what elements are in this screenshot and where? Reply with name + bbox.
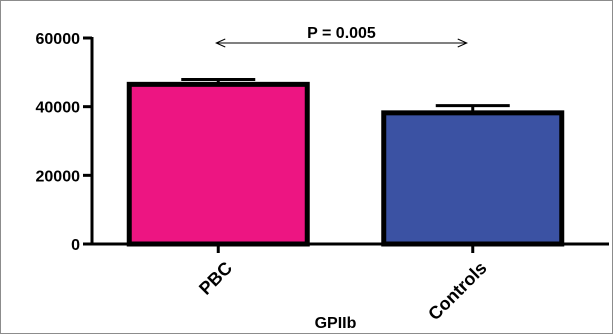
x-category-labels: PBC Controls bbox=[195, 244, 491, 324]
significance-arrowhead-right bbox=[457, 38, 468, 48]
y-tick-label: 40000 bbox=[36, 100, 81, 117]
y-ticks: 0 20000 40000 60000 bbox=[36, 31, 92, 254]
bar-controls bbox=[381, 110, 565, 247]
bar-pbc bbox=[126, 81, 310, 247]
significance-annotation: P = 0.005 bbox=[215, 25, 468, 48]
y-tick-label: 20000 bbox=[36, 168, 81, 185]
y-tick-label: 60000 bbox=[36, 31, 81, 48]
y-tick-label: 0 bbox=[71, 237, 80, 254]
x-category-label: PBC bbox=[195, 258, 236, 299]
x-category-label: Controls bbox=[424, 258, 490, 324]
p-value-label: P = 0.005 bbox=[307, 25, 376, 42]
bars bbox=[126, 78, 565, 247]
significance-arrowhead-left bbox=[215, 38, 226, 48]
x-axis-title: GPIIb bbox=[315, 315, 357, 332]
